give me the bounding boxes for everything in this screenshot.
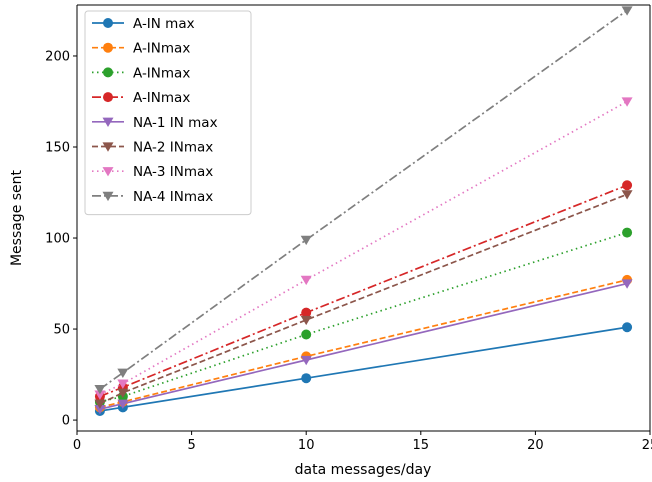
- data-point: [300, 315, 312, 326]
- data-point: [300, 275, 312, 286]
- legend-marker: [103, 92, 113, 103]
- legend-item: A-INmax: [92, 90, 190, 106]
- data-point: [301, 329, 312, 340]
- legend-item: A-INmax: [92, 65, 190, 81]
- series-7: [94, 97, 633, 400]
- legend: A-IN max A-INmax A-INmax A-INmax NA-1 IN max…: [84, 10, 252, 216]
- x-tick-label: 15: [413, 438, 430, 453]
- legend-item: NA-1 IN max: [92, 115, 218, 131]
- data-point: [622, 227, 633, 238]
- data-point: [621, 279, 633, 289]
- x-tick-label: 25: [642, 438, 652, 453]
- y-tick-label: 200: [45, 49, 70, 64]
- data-point: [301, 307, 312, 318]
- legend-label: NA-2 INmax: [133, 140, 213, 156]
- y-tick-label: 150: [45, 141, 70, 156]
- x-tick-label: 5: [187, 438, 195, 453]
- series-6: [94, 190, 633, 409]
- series-line: [99, 282, 628, 410]
- x-tick-label: 10: [298, 438, 315, 453]
- legend-label: A-INmax: [133, 41, 190, 57]
- legend-item: NA-4 INmax: [92, 189, 213, 205]
- legend-item: A-INmax: [92, 41, 190, 57]
- x-axis-label: data messages/day: [295, 462, 432, 478]
- legend-label: NA-3 INmax: [133, 164, 213, 180]
- series-line: [99, 9, 628, 390]
- legend-label: A-INmax: [133, 90, 190, 106]
- data-point: [117, 399, 129, 409]
- series-line: [99, 326, 628, 412]
- data-point: [621, 190, 633, 200]
- data-point: [621, 97, 633, 107]
- series-line: [99, 100, 628, 396]
- series-line: [99, 193, 628, 405]
- legend-marker: [103, 18, 113, 28]
- series-line: [99, 184, 628, 398]
- series-5: [94, 279, 633, 415]
- legend-label: NA-1 IN max: [133, 115, 218, 131]
- series-8: [94, 6, 633, 395]
- data-point: [94, 399, 106, 409]
- series-line: [99, 231, 628, 403]
- data-point: [94, 385, 106, 395]
- legend-item: A-IN max: [92, 16, 195, 32]
- legend-item: NA-3 INmax: [92, 164, 213, 180]
- series-layer: [94, 6, 633, 416]
- legend-label: A-INmax: [133, 65, 190, 81]
- legend-marker: [102, 117, 114, 128]
- y-tick-label: 100: [45, 232, 70, 247]
- data-point: [117, 368, 129, 378]
- data-point: [94, 405, 106, 415]
- data-point: [621, 6, 633, 16]
- legend-label: NA-4 INmax: [133, 189, 213, 205]
- x-tick-label: 20: [527, 438, 544, 453]
- data-point: [622, 322, 633, 333]
- legend-marker: [102, 142, 114, 152]
- data-point: [622, 180, 633, 191]
- legend-item: NA-2 INmax: [92, 140, 213, 156]
- legend-marker: [102, 167, 114, 177]
- data-point: [117, 388, 129, 398]
- y-tick-label: 50: [53, 323, 70, 338]
- x-tick-label: 0: [73, 438, 81, 453]
- ticks-layer: 0 5 10 15 20 25 0 50 100 150 200: [45, 49, 652, 453]
- data-point: [117, 379, 129, 389]
- legend-box: [84, 10, 252, 216]
- legend-label: A-IN max: [133, 16, 195, 32]
- data-point: [301, 373, 312, 384]
- axes-layer: [76, 4, 651, 432]
- legend-marker: [103, 42, 113, 53]
- y-tick-label: 0: [62, 414, 70, 429]
- legend-marker: [103, 67, 113, 78]
- legend-marker: [102, 191, 114, 202]
- y-axis-label: Message sent: [9, 169, 25, 266]
- data-point: [300, 235, 312, 246]
- data-point: [94, 390, 106, 400]
- series-line: [99, 279, 628, 409]
- data-point: [300, 355, 312, 366]
